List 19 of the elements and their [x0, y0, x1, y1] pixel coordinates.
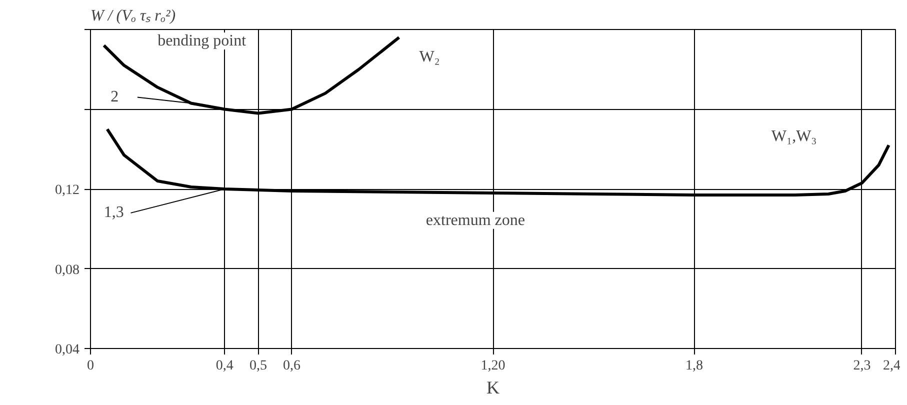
x-axis-title: K [486, 378, 500, 398]
x-tick-label: 2,3 [853, 358, 871, 374]
y-tick-label: 0,08 [55, 262, 80, 278]
x-tick-label: 2,4 [883, 358, 900, 374]
legend-label: 2 [110, 88, 119, 106]
x-tick-label: 0 [87, 358, 94, 374]
x-tick-label: 1,8 [686, 358, 703, 374]
y-tick-label: 0,04 [55, 342, 80, 358]
annotation: extremum zone [426, 212, 525, 229]
x-tick-label: 1,20 [480, 358, 506, 374]
annotation: bending point [158, 32, 247, 50]
x-tick-label: 0,5 [249, 358, 267, 374]
text: 1,3 [104, 204, 124, 221]
x-tick-label: 0,6 [283, 358, 300, 374]
x-tick-label: 0,4 [216, 358, 234, 374]
annotation: W₁,W₃ [771, 128, 817, 146]
y-tick-label: 0,12 [55, 183, 80, 198]
y-axis-title: W / (Vₒ τₛ rₒ²) [90, 8, 176, 24]
annotation: W₂ [419, 48, 440, 66]
